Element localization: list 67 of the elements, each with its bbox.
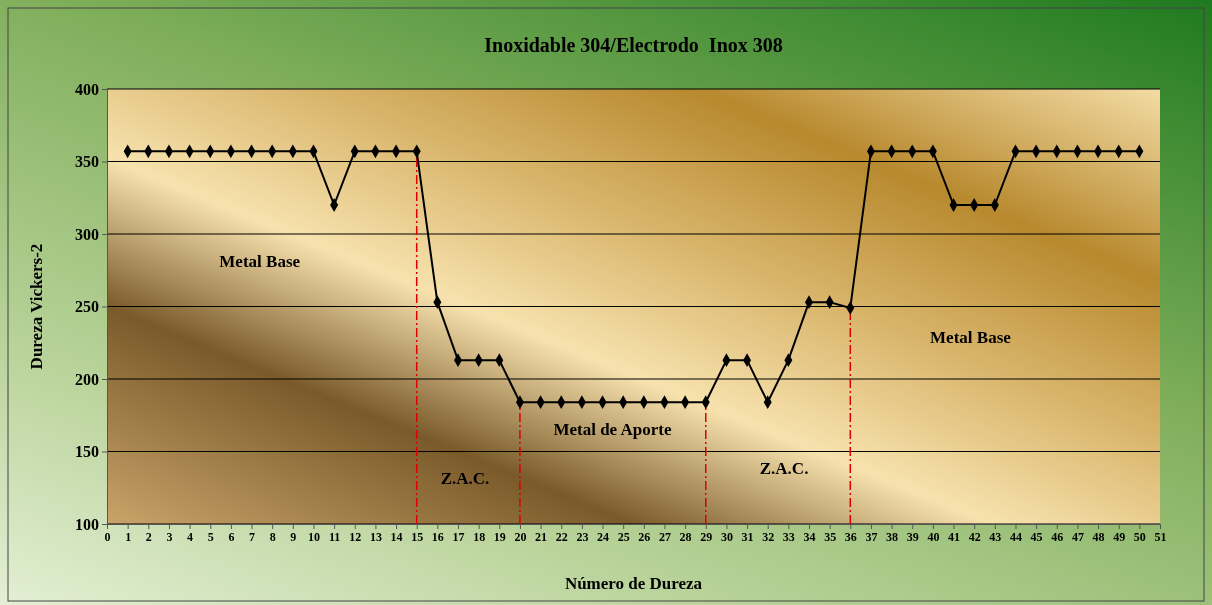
x-tick-label: 6	[228, 529, 235, 544]
x-tick-label: 35	[824, 529, 837, 544]
y-tick-label: 400	[75, 80, 99, 98]
x-tick-label: 34	[803, 529, 816, 544]
x-tick-label: 28	[679, 529, 692, 544]
x-tick-label: 10	[307, 529, 320, 544]
x-tick-label: 36	[844, 529, 857, 544]
x-tick-label: 46	[1051, 529, 1064, 544]
x-tick-label: 30	[720, 529, 733, 544]
x-tick-label: 31	[741, 529, 754, 544]
x-tick-label: 11	[328, 529, 341, 544]
y-tick-label: 150	[75, 443, 99, 461]
x-tick-label: 13	[369, 529, 382, 544]
x-tick-label: 45	[1030, 529, 1043, 544]
x-axis-title: Número de Dureza	[564, 574, 703, 593]
x-tick-label: 27	[658, 529, 671, 544]
annotation: Z.A.C.	[440, 469, 490, 489]
x-tick-label: 7	[249, 529, 256, 544]
x-tick-label: 38	[886, 529, 899, 544]
x-tick-label: 22	[555, 529, 568, 544]
y-tick-label: 300	[75, 225, 99, 243]
x-tick-label: 0	[104, 529, 111, 544]
x-tick-label: 51	[1154, 529, 1167, 544]
annotation: Metal Base	[219, 251, 301, 271]
x-tick-label: 12	[349, 529, 362, 544]
x-tick-label: 15	[411, 529, 424, 544]
x-tick-label: 32	[762, 529, 775, 544]
x-tick-label: 26	[638, 529, 651, 544]
x-tick-label: 14	[390, 529, 403, 544]
x-tick-label: 29	[700, 529, 713, 544]
x-tick-label: 4	[187, 529, 194, 544]
annotation: Metal Base	[930, 328, 1012, 348]
y-tick-label: 350	[75, 153, 99, 171]
x-tick-label: 41	[948, 529, 961, 544]
x-tick-label: 47	[1071, 529, 1084, 544]
x-tick-label: 40	[927, 529, 940, 544]
x-tick-label: 20	[514, 529, 527, 544]
x-tick-label: 19	[493, 529, 506, 544]
x-tick-label: 24	[597, 529, 610, 544]
x-tick-label: 5	[207, 529, 214, 544]
x-tick-label: 18	[473, 529, 486, 544]
chart-title: Inoxidable 304/Electrodo Inox 308	[484, 34, 783, 56]
x-tick-label: 50	[1133, 529, 1146, 544]
x-tick-label: 21	[535, 529, 548, 544]
x-tick-label: 42	[968, 529, 981, 544]
x-tick-label: 3	[166, 529, 173, 544]
y-axis-title: Dureza Vickers-2	[27, 243, 46, 370]
x-tick-label: 1	[125, 529, 132, 544]
x-tick-label: 25	[617, 529, 630, 544]
x-tick-label: 23	[576, 529, 589, 544]
y-tick-label: 200	[75, 370, 99, 388]
x-tick-label: 49	[1113, 529, 1126, 544]
x-tick-label: 39	[906, 529, 919, 544]
x-tick-label: 48	[1092, 529, 1105, 544]
x-tick-label: 8	[269, 529, 276, 544]
x-tick-label: 33	[782, 529, 795, 544]
y-tick-label: 100	[75, 515, 99, 533]
x-tick-label: 43	[989, 529, 1002, 544]
annotation: Z.A.C.	[759, 459, 809, 479]
x-tick-label: 37	[865, 529, 878, 544]
x-tick-label: 9	[290, 529, 297, 544]
x-tick-label: 44	[1009, 529, 1022, 544]
x-tick-label: 16	[431, 529, 444, 544]
y-tick-label: 250	[75, 298, 99, 316]
annotation: Metal de Aporte	[553, 419, 672, 439]
x-tick-label: 2	[145, 529, 152, 544]
x-tick-label: 17	[452, 529, 465, 544]
